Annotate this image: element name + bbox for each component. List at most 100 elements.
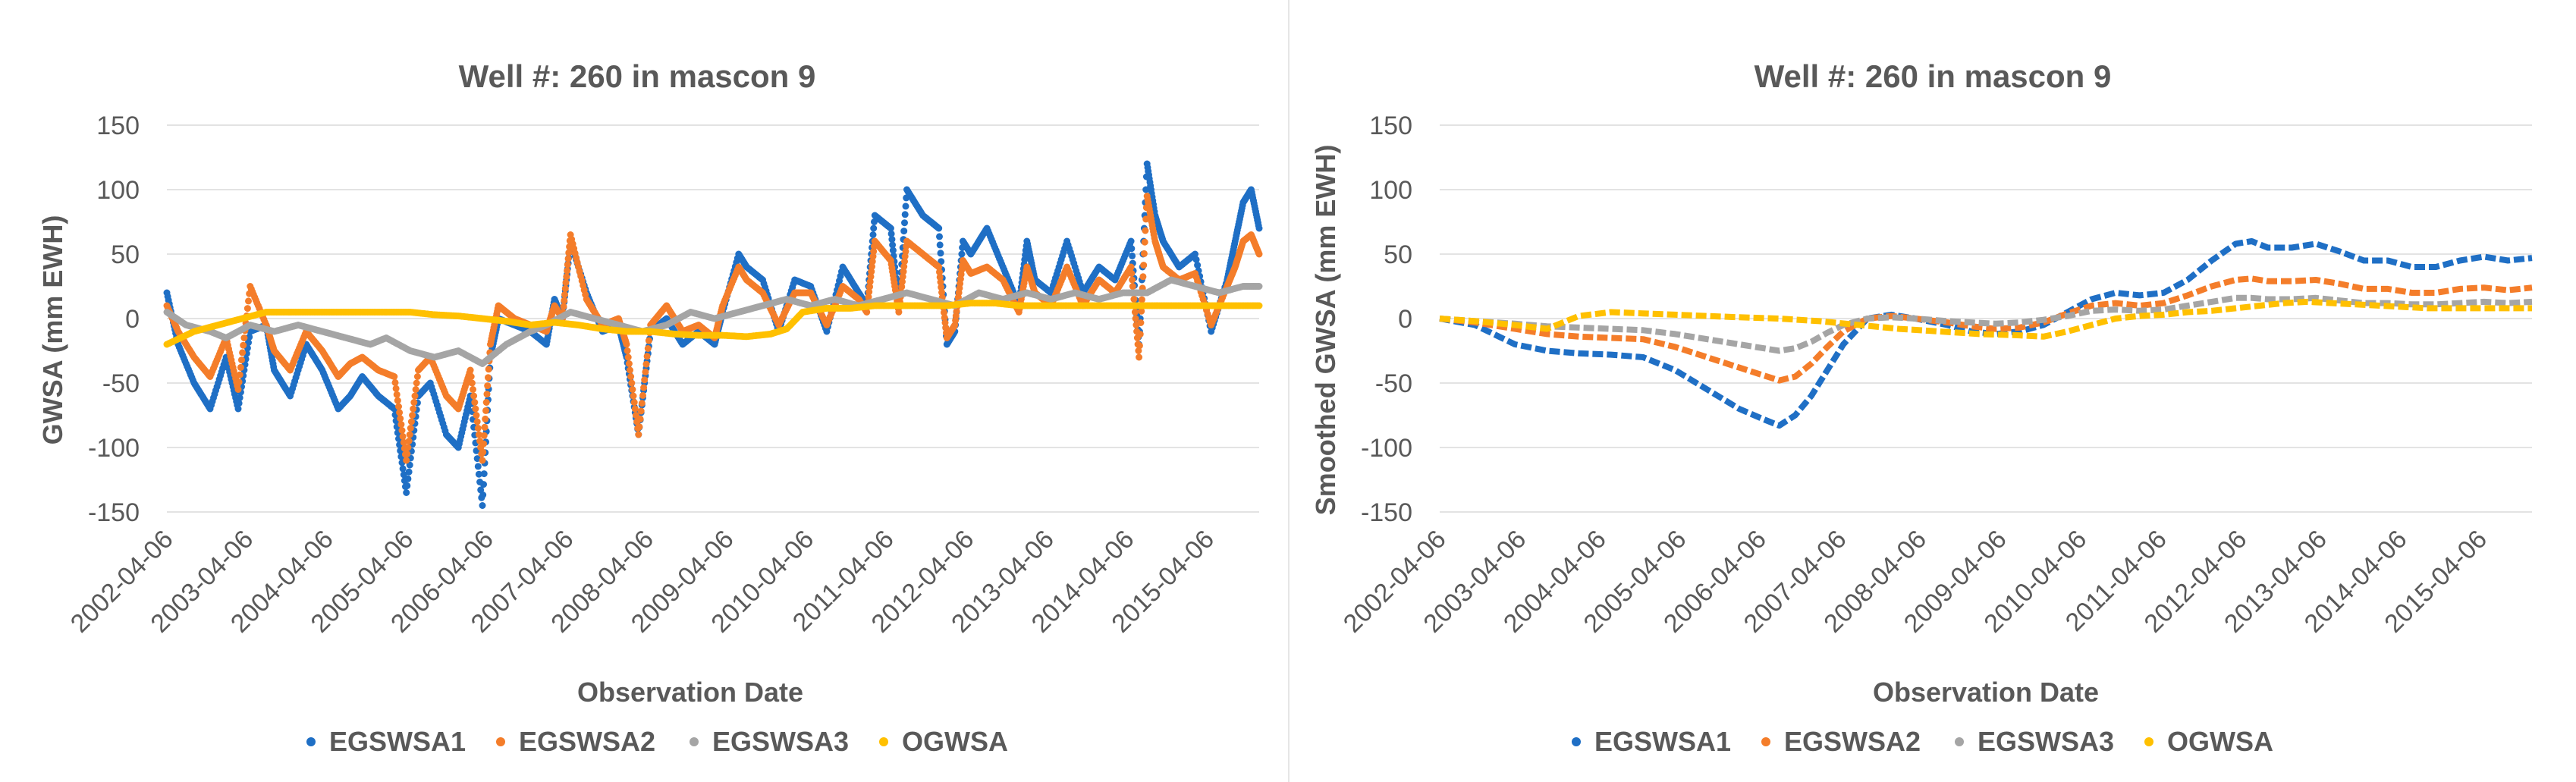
point-egswsa2 xyxy=(413,373,421,380)
y-tick-label: -150 xyxy=(1361,498,1412,527)
point-egswsa2 xyxy=(391,373,398,380)
point-egswsa2 xyxy=(631,405,639,413)
point-egswsa2 xyxy=(863,309,871,316)
point-egswsa2 xyxy=(407,418,415,426)
point-egswsa1 xyxy=(403,489,410,496)
point-egswsa1 xyxy=(235,400,243,407)
point-egswsa2 xyxy=(1139,273,1147,281)
point-egswsa1 xyxy=(236,394,243,401)
legend-marker-egswsa2 xyxy=(496,737,505,746)
y-tick-label: -50 xyxy=(1375,369,1412,398)
legend-label-egswsa3: EGSWSA3 xyxy=(1978,726,2114,757)
point-egswsa2 xyxy=(245,297,252,305)
point-egswsa1 xyxy=(475,470,482,478)
point-egswsa2 xyxy=(409,412,416,419)
point-egswsa2 xyxy=(467,366,474,374)
point-egswsa2 xyxy=(627,373,635,380)
point-egswsa1 xyxy=(400,471,407,479)
point-egswsa2 xyxy=(641,376,649,384)
chart-panel-right: Well #: 260 in mascon 9 150 100 50 0 -50 -100… xyxy=(1288,0,2576,782)
point-egswsa2 xyxy=(392,385,400,392)
legend-marker-ogwsa xyxy=(879,737,888,746)
point-egswsa2 xyxy=(472,405,479,413)
point-egswsa2 xyxy=(561,291,568,298)
point-egswsa2 xyxy=(644,345,652,352)
series-egswsa3 xyxy=(163,276,1263,367)
point-egswsa1 xyxy=(889,247,897,254)
point-egswsa2 xyxy=(1137,319,1145,326)
point-egswsa2 xyxy=(481,423,488,431)
point-egswsa2 xyxy=(869,262,875,270)
point-egswsa1 xyxy=(936,241,944,249)
point-egswsa2 xyxy=(479,448,487,456)
point-egswsa2 xyxy=(1142,227,1149,234)
point-egswsa2 xyxy=(1128,270,1136,277)
point-egswsa2 xyxy=(563,273,570,281)
point-egswsa2 xyxy=(412,386,419,393)
point-egswsa2 xyxy=(869,258,876,265)
point-egswsa2 xyxy=(636,423,643,431)
point-egswsa2 xyxy=(470,386,476,393)
point-egswsa2 xyxy=(865,288,873,296)
point-egswsa2 xyxy=(869,253,877,260)
point-egswsa1 xyxy=(1255,225,1263,232)
point-egswsa2 xyxy=(484,382,492,390)
point-egswsa2 xyxy=(870,247,878,255)
y-tick-label: 100 xyxy=(1369,176,1412,205)
point-egswsa2 xyxy=(938,288,945,296)
point-egswsa2 xyxy=(643,353,651,360)
point-egswsa2 xyxy=(865,294,872,300)
point-egswsa2 xyxy=(560,303,567,310)
point-egswsa2 xyxy=(900,262,908,270)
point-egswsa1 xyxy=(937,250,944,257)
point-egswsa2 xyxy=(473,412,480,419)
point-egswsa2 xyxy=(399,432,407,440)
legend-marker-egswsa2 xyxy=(1761,737,1770,746)
point-egswsa2 xyxy=(1131,309,1139,316)
point-egswsa2 xyxy=(564,261,571,269)
point-ogwsa xyxy=(1255,302,1263,309)
y-tick-label: -50 xyxy=(102,369,140,398)
point-egswsa2 xyxy=(936,269,943,276)
point-egswsa2 xyxy=(899,273,906,281)
point-egswsa2 xyxy=(396,409,404,416)
point-egswsa2 xyxy=(234,386,242,393)
point-egswsa1 xyxy=(405,468,413,476)
point-egswsa2 xyxy=(645,337,652,344)
point-egswsa2 xyxy=(895,309,903,316)
point-egswsa2 xyxy=(480,432,488,439)
point-egswsa2 xyxy=(1255,250,1263,258)
point-egswsa2 xyxy=(471,399,479,406)
point-egswsa2 xyxy=(243,305,251,312)
series-line-egswsa1 xyxy=(1439,238,2533,429)
point-egswsa2 xyxy=(393,391,401,398)
point-egswsa2 xyxy=(236,371,243,378)
point-egswsa2 xyxy=(479,457,486,464)
point-egswsa2 xyxy=(562,279,570,287)
legend-label-egswsa2: EGSWSA2 xyxy=(519,726,655,757)
legend-label-ogwsa: OGWSA xyxy=(2167,726,2273,757)
point-egswsa2 xyxy=(1138,296,1145,303)
series-line-ogwsa xyxy=(1439,298,2532,340)
point-egswsa1 xyxy=(1128,245,1136,253)
point-egswsa2 xyxy=(485,374,492,382)
point-egswsa1 xyxy=(870,225,878,232)
point-egswsa1 xyxy=(480,481,487,488)
point-egswsa1 xyxy=(404,475,412,482)
point-egswsa2 xyxy=(1130,296,1138,303)
point-egswsa1 xyxy=(901,219,908,227)
point-egswsa2 xyxy=(407,425,414,432)
legend-label-egswsa3: EGSWSA3 xyxy=(712,726,849,757)
point-egswsa2 xyxy=(237,363,244,371)
point-egswsa1 xyxy=(935,225,943,232)
point-egswsa2 xyxy=(938,284,945,291)
point-egswsa1 xyxy=(889,241,897,249)
point-egswsa2 xyxy=(485,366,492,373)
point-egswsa1 xyxy=(958,250,966,258)
y-axis-title: Smoothed GWSA (mm EWH) xyxy=(1310,145,1341,516)
y-tick-label: 50 xyxy=(1384,240,1412,269)
point-egswsa1 xyxy=(1192,250,1198,258)
point-egswsa2 xyxy=(629,386,636,393)
point-egswsa2 xyxy=(410,405,417,413)
point-egswsa2 xyxy=(640,384,648,391)
